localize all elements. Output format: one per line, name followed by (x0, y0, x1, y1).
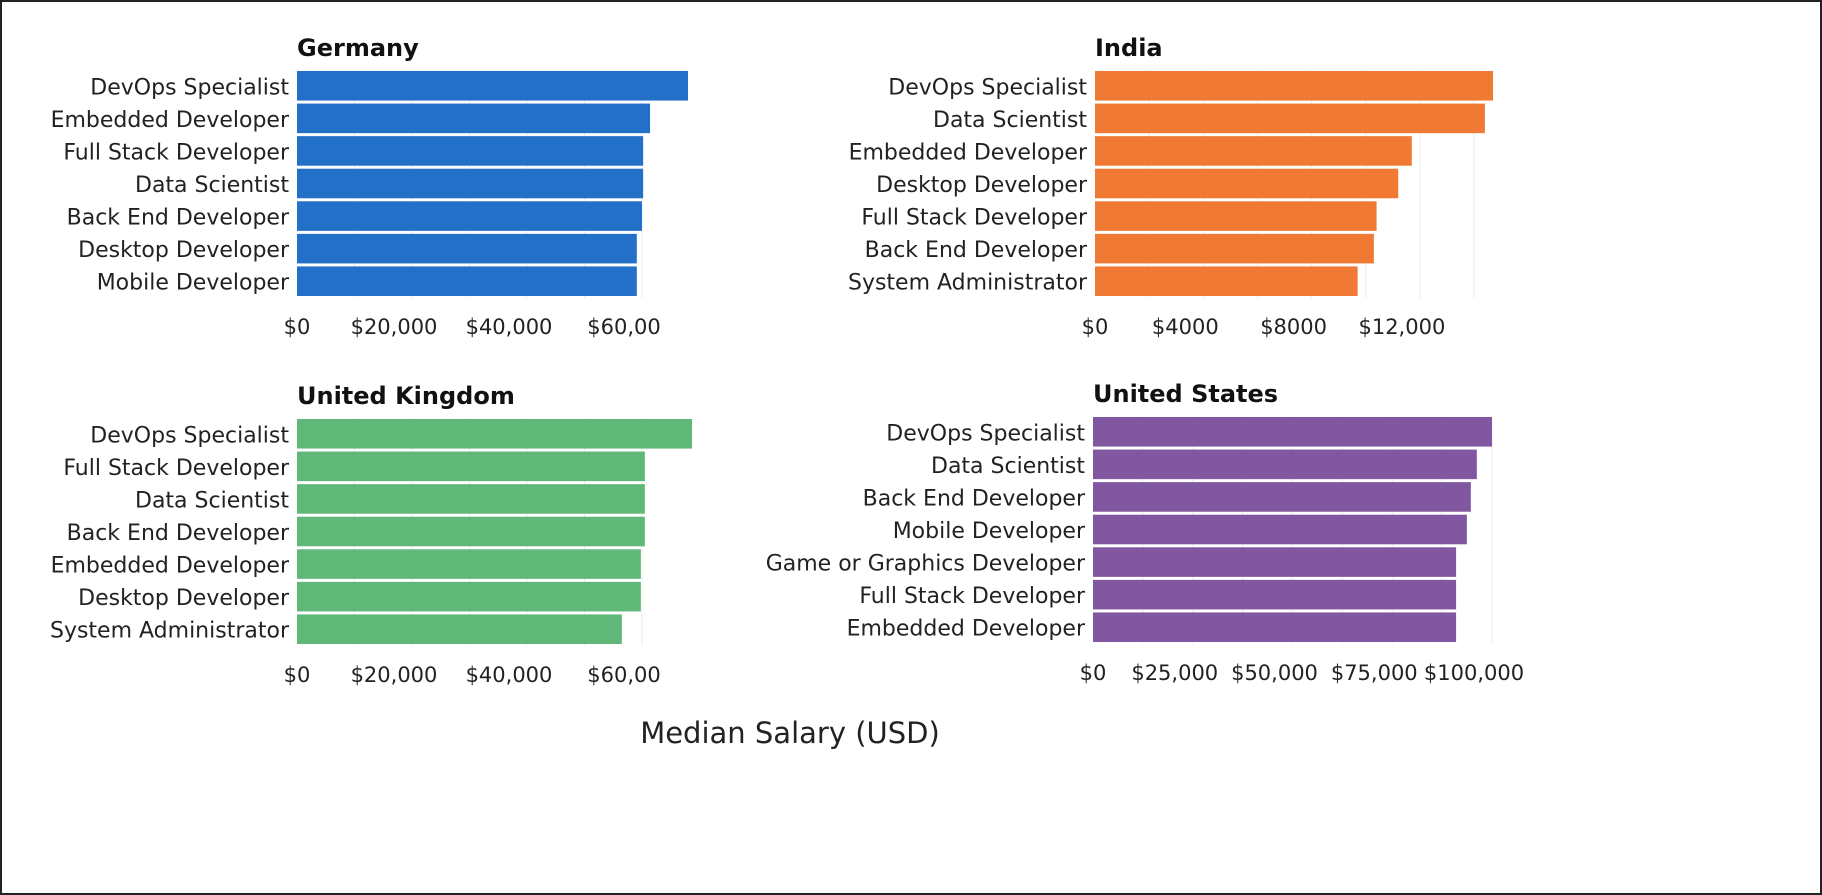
bar (1095, 266, 1358, 296)
category-label: DevOps Specialist (886, 421, 1085, 446)
bar (1093, 417, 1492, 447)
bar (297, 201, 642, 231)
category-label: Full Stack Developer (63, 140, 290, 165)
x-tick-label: $0 (1080, 661, 1107, 685)
x-tick-label: $50,000 (1231, 661, 1318, 685)
panel-title: India (1095, 34, 1163, 62)
bar (1093, 514, 1467, 545)
bar (297, 419, 692, 449)
x-tick-label: $40,000 (466, 315, 553, 339)
category-label: DevOps Specialist (90, 423, 289, 448)
x-tick-label: $60,00 (587, 315, 660, 339)
x-tick-label: $0 (284, 315, 311, 339)
x-tick-label: $20,000 (351, 315, 438, 339)
x-tick-label: $100,000 (1424, 661, 1524, 685)
bar (1093, 547, 1457, 577)
category-label: Full Stack Developer (63, 456, 290, 481)
category-label: Data Scientist (135, 488, 289, 513)
category-label: Back End Developer (865, 238, 1088, 263)
category-label: DevOps Specialist (90, 75, 289, 100)
bar (297, 614, 622, 644)
panel-united-states: United States DevOps Specialist Data Scien… (766, 380, 1524, 685)
bar (297, 484, 645, 514)
x-tick-label: $0 (1082, 315, 1109, 339)
category-label: Mobile Developer (97, 271, 290, 296)
bar (297, 71, 688, 101)
x-tick-label: $40,000 (466, 663, 553, 687)
category-label: Game or Graphics Developer (766, 552, 1086, 577)
category-label: Desktop Developer (78, 586, 290, 611)
category-label: Embedded Developer (51, 108, 290, 133)
category-label: Data Scientist (135, 173, 289, 198)
bar (1093, 482, 1471, 512)
x-tick-label: $12,000 (1358, 315, 1445, 339)
bar (1093, 449, 1477, 480)
x-tick-label: $60,00 (587, 663, 660, 687)
category-label: Embedded Developer (51, 554, 290, 579)
bar (297, 451, 645, 482)
category-label: Back End Developer (863, 486, 1086, 511)
bar (1095, 168, 1399, 199)
category-label: System Administrator (848, 271, 1088, 296)
panel-title: Germany (297, 34, 419, 62)
bar (297, 103, 651, 134)
category-label: Data Scientist (931, 454, 1085, 479)
panel-united-kingdom: United Kingdom DevOps Specialist Full Stac… (50, 382, 692, 687)
category-label: Back End Developer (67, 521, 290, 546)
bar (1093, 579, 1457, 610)
panel-india: India DevOps Specialist Data Scientist Embe… (848, 34, 1493, 339)
bar (297, 266, 637, 296)
bar (1095, 71, 1493, 101)
category-label: Desktop Developer (876, 173, 1088, 198)
x-axis-title: Median Salary (USD) (640, 716, 940, 750)
bar (297, 233, 637, 264)
bar (297, 516, 645, 547)
x-tick-label: $20,000 (351, 663, 438, 687)
bar (297, 581, 641, 612)
x-tick-label: $8000 (1260, 315, 1327, 339)
x-tick-label: $25,000 (1131, 661, 1218, 685)
x-tick-label: $0 (284, 663, 311, 687)
category-label: Data Scientist (933, 108, 1087, 133)
panel-title: United Kingdom (297, 382, 515, 410)
bar (297, 549, 641, 579)
category-label: Full Stack Developer (861, 206, 1088, 231)
bar (297, 168, 644, 199)
category-label: Full Stack Developer (859, 584, 1086, 609)
panel-germany: Germany DevOps Specialist Embedded Develop… (51, 34, 688, 339)
panel-title: United States (1093, 380, 1278, 408)
bar (1095, 201, 1377, 231)
category-label: Embedded Developer (849, 140, 1088, 165)
bar (1095, 233, 1374, 264)
bar (1095, 136, 1412, 166)
x-tick-label: $75,000 (1331, 661, 1418, 685)
bar (1095, 103, 1485, 134)
category-label: System Administrator (50, 619, 290, 644)
bar (297, 136, 644, 166)
category-label: Back End Developer (67, 206, 290, 231)
category-label: Mobile Developer (893, 519, 1086, 544)
x-tick-label: $4000 (1152, 315, 1219, 339)
category-label: DevOps Specialist (888, 75, 1087, 100)
category-label: Desktop Developer (78, 238, 290, 263)
bar (1093, 612, 1457, 642)
category-label: Embedded Developer (847, 617, 1086, 642)
